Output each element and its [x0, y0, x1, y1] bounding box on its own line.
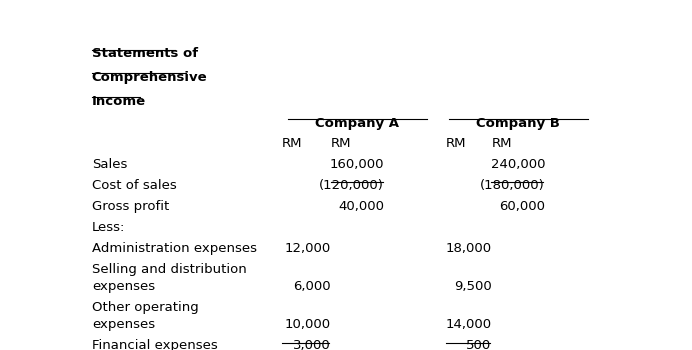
- Text: 18,000: 18,000: [445, 242, 491, 255]
- Text: Gross profit: Gross profit: [92, 199, 169, 213]
- Text: RM: RM: [282, 138, 302, 150]
- Text: 3,000: 3,000: [293, 339, 331, 350]
- Text: Cost of sales: Cost of sales: [92, 178, 176, 192]
- Text: Selling and distribution: Selling and distribution: [92, 263, 246, 276]
- Text: (120,000): (120,000): [319, 178, 384, 192]
- Text: Financial expenses: Financial expenses: [92, 339, 217, 350]
- Text: Sales: Sales: [92, 158, 127, 170]
- Text: RM: RM: [331, 138, 351, 150]
- Text: Company A: Company A: [316, 117, 399, 130]
- Text: 10,000: 10,000: [284, 318, 331, 331]
- Text: 14,000: 14,000: [445, 318, 491, 331]
- Text: expenses: expenses: [92, 318, 155, 331]
- Text: 12,000: 12,000: [284, 242, 331, 255]
- Text: Less:: Less:: [92, 221, 125, 234]
- Text: 9,500: 9,500: [454, 280, 491, 293]
- Text: Comprehensive: Comprehensive: [92, 71, 208, 84]
- Text: Income: Income: [92, 95, 146, 108]
- Text: 240,000: 240,000: [491, 158, 545, 170]
- Text: Company B: Company B: [476, 117, 560, 130]
- Text: 40,000: 40,000: [338, 199, 384, 213]
- Text: 160,000: 160,000: [329, 158, 384, 170]
- Text: RM: RM: [491, 138, 512, 150]
- Text: RM: RM: [446, 138, 466, 150]
- Text: Statements of: Statements of: [92, 47, 198, 61]
- Text: 60,000: 60,000: [499, 199, 545, 213]
- Text: Administration expenses: Administration expenses: [92, 242, 257, 255]
- Text: 6,000: 6,000: [293, 280, 331, 293]
- Text: expenses: expenses: [92, 280, 155, 293]
- Text: Other operating: Other operating: [92, 301, 199, 314]
- Text: (180,000): (180,000): [480, 178, 545, 192]
- Text: 500: 500: [466, 339, 491, 350]
